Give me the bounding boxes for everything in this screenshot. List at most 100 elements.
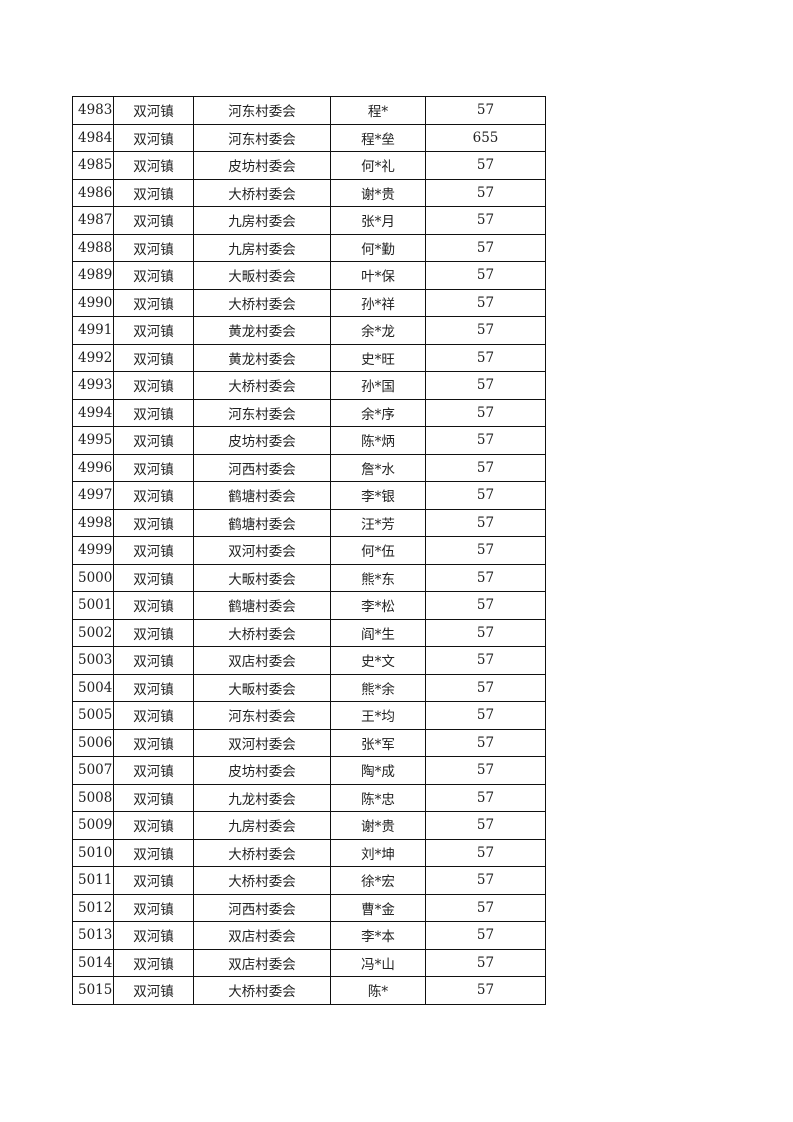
cell-village: 皮坊村委会 xyxy=(193,151,331,180)
cell-name: 曹*金 xyxy=(330,893,426,922)
cell-name: 李*松 xyxy=(330,591,426,620)
cell-name: 陈*炳 xyxy=(330,426,426,455)
table-row: 5009 双河镇 九房村委会 谢*贵 57 xyxy=(72,811,546,840)
table-row: 5003 双河镇 双店村委会 史*文 57 xyxy=(72,646,546,675)
cell-village: 大桥村委会 xyxy=(193,838,331,867)
cell-village: 九龙村委会 xyxy=(193,783,331,812)
cell-id: 4993 xyxy=(72,371,114,400)
table-row: 5002 双河镇 大桥村委会 阎*生 57 xyxy=(72,618,546,647)
table-row: 4992 双河镇 黄龙村委会 史*旺 57 xyxy=(72,343,546,372)
cell-village: 皮坊村委会 xyxy=(193,756,331,785)
cell-village: 黄龙村委会 xyxy=(193,343,331,372)
cell-id: 4988 xyxy=(72,233,114,262)
table-row: 5012 双河镇 河西村委会 曹*金 57 xyxy=(72,893,546,922)
cell-id: 4989 xyxy=(72,261,114,290)
cell-amount: 57 xyxy=(425,426,546,455)
cell-id: 4991 xyxy=(72,316,114,345)
cell-amount: 57 xyxy=(425,756,546,785)
cell-id: 4986 xyxy=(72,178,114,207)
cell-amount: 57 xyxy=(425,453,546,482)
cell-name: 汪*芳 xyxy=(330,508,426,537)
cell-amount: 57 xyxy=(425,673,546,702)
cell-village: 大桥村委会 xyxy=(193,976,331,1005)
cell-amount: 57 xyxy=(425,866,546,895)
cell-village: 鹤塘村委会 xyxy=(193,591,331,620)
cell-town: 双河镇 xyxy=(113,728,194,757)
table-body: 4983 双河镇 河东村委会 程* 57 4984 双河镇 河东村委会 程*垒 655 4985 双河… xyxy=(72,96,546,1005)
cell-town: 双河镇 xyxy=(113,481,194,510)
cell-town: 双河镇 xyxy=(113,921,194,950)
cell-name: 张*月 xyxy=(330,206,426,235)
cell-town: 双河镇 xyxy=(113,976,194,1005)
cell-village: 双河村委会 xyxy=(193,728,331,757)
cell-amount: 655 xyxy=(425,123,546,152)
cell-village: 双店村委会 xyxy=(193,646,331,675)
cell-amount: 57 xyxy=(425,701,546,730)
table-row: 5014 双河镇 双店村委会 冯*山 57 xyxy=(72,948,546,977)
table-row: 5007 双河镇 皮坊村委会 陶*成 57 xyxy=(72,756,546,785)
cell-town: 双河镇 xyxy=(113,288,194,317)
cell-id: 5012 xyxy=(72,893,114,922)
cell-name: 程* xyxy=(330,96,426,125)
cell-town: 双河镇 xyxy=(113,178,194,207)
table-row: 4998 双河镇 鹤塘村委会 汪*芳 57 xyxy=(72,508,546,537)
cell-id: 4998 xyxy=(72,508,114,537)
cell-village: 双河村委会 xyxy=(193,536,331,565)
cell-amount: 57 xyxy=(425,536,546,565)
cell-town: 双河镇 xyxy=(113,261,194,290)
cell-name: 陈* xyxy=(330,976,426,1005)
cell-name: 阎*生 xyxy=(330,618,426,647)
cell-town: 双河镇 xyxy=(113,646,194,675)
cell-name: 李*本 xyxy=(330,921,426,950)
cell-amount: 57 xyxy=(425,481,546,510)
cell-village: 大畈村委会 xyxy=(193,563,331,592)
cell-name: 陶*成 xyxy=(330,756,426,785)
cell-amount: 57 xyxy=(425,371,546,400)
table-row: 5005 双河镇 河东村委会 王*均 57 xyxy=(72,701,546,730)
cell-name: 孙*祥 xyxy=(330,288,426,317)
cell-id: 4996 xyxy=(72,453,114,482)
cell-amount: 57 xyxy=(425,288,546,317)
cell-town: 双河镇 xyxy=(113,123,194,152)
cell-name: 王*均 xyxy=(330,701,426,730)
table-row: 4983 双河镇 河东村委会 程* 57 xyxy=(72,96,546,125)
cell-town: 双河镇 xyxy=(113,508,194,537)
cell-town: 双河镇 xyxy=(113,536,194,565)
cell-name: 何*伍 xyxy=(330,536,426,565)
cell-town: 双河镇 xyxy=(113,398,194,427)
table-row: 4985 双河镇 皮坊村委会 何*礼 57 xyxy=(72,151,546,180)
cell-amount: 57 xyxy=(425,646,546,675)
cell-village: 大桥村委会 xyxy=(193,618,331,647)
cell-amount: 57 xyxy=(425,508,546,537)
cell-name: 史*文 xyxy=(330,646,426,675)
cell-amount: 57 xyxy=(425,563,546,592)
cell-town: 双河镇 xyxy=(113,838,194,867)
cell-amount: 57 xyxy=(425,893,546,922)
table-row: 5008 双河镇 九龙村委会 陈*忠 57 xyxy=(72,783,546,812)
cell-name: 史*旺 xyxy=(330,343,426,372)
cell-name: 冯*山 xyxy=(330,948,426,977)
cell-town: 双河镇 xyxy=(113,371,194,400)
table-row: 5000 双河镇 大畈村委会 熊*东 57 xyxy=(72,563,546,592)
cell-amount: 57 xyxy=(425,783,546,812)
cell-town: 双河镇 xyxy=(113,453,194,482)
cell-id: 4995 xyxy=(72,426,114,455)
cell-name: 何*礼 xyxy=(330,151,426,180)
table-row: 4989 双河镇 大畈村委会 叶*保 57 xyxy=(72,261,546,290)
cell-village: 双店村委会 xyxy=(193,948,331,977)
cell-village: 河西村委会 xyxy=(193,893,331,922)
cell-village: 大桥村委会 xyxy=(193,288,331,317)
cell-name: 熊*东 xyxy=(330,563,426,592)
cell-name: 李*银 xyxy=(330,481,426,510)
cell-town: 双河镇 xyxy=(113,783,194,812)
cell-id: 4985 xyxy=(72,151,114,180)
cell-name: 叶*保 xyxy=(330,261,426,290)
table-row: 5013 双河镇 双店村委会 李*本 57 xyxy=(72,921,546,950)
cell-amount: 57 xyxy=(425,591,546,620)
cell-name: 程*垒 xyxy=(330,123,426,152)
cell-town: 双河镇 xyxy=(113,591,194,620)
cell-town: 双河镇 xyxy=(113,233,194,262)
cell-village: 河东村委会 xyxy=(193,123,331,152)
cell-village: 河东村委会 xyxy=(193,96,331,125)
cell-id: 4997 xyxy=(72,481,114,510)
